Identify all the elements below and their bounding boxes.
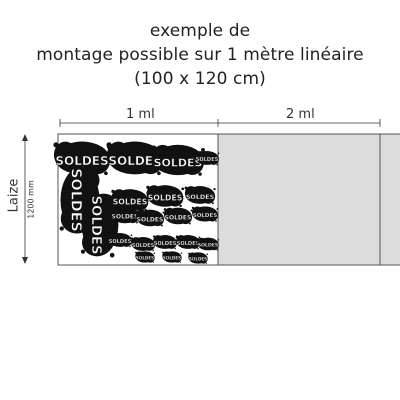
soldes-sticker: SOLDES xyxy=(135,251,156,263)
laize-dimension-arrow xyxy=(22,134,28,264)
ml-2-label: 2 ml xyxy=(286,107,315,122)
sticker-word: SOLDES xyxy=(68,168,84,232)
sticker-word: SOLDES xyxy=(196,157,219,163)
soldes-sticker: SOLDES xyxy=(107,233,133,248)
soldes-sticker: SOLDES xyxy=(184,186,216,205)
soldes-sticker: SOLDES xyxy=(191,206,219,222)
sticker-word: SOLDES xyxy=(112,213,139,220)
soldes-sticker: SOLDES xyxy=(162,251,183,263)
soldes-sticker: SOLDES xyxy=(151,144,205,176)
soldes-sticker: SOLDES xyxy=(194,151,220,166)
soldes-sticker: SOLDES xyxy=(175,235,201,250)
soldes-sticker: SOLDES xyxy=(152,235,178,250)
title-line-3: (100 x 120 cm) xyxy=(134,69,266,89)
sticker-word: SOLDES xyxy=(198,243,218,249)
title-line-2: montage possible sur 1 mètre linéaire xyxy=(36,45,364,65)
sticker-word: SOLDES xyxy=(186,193,215,201)
roll-remainder xyxy=(218,134,400,265)
sticker-word: SOLDES xyxy=(137,216,164,223)
sticker-word: SOLDES xyxy=(132,243,155,249)
sticker-word: SOLDES xyxy=(154,156,203,169)
sticker-word: SOLDES xyxy=(88,195,103,254)
soldes-sticker: SOLDES xyxy=(163,207,193,225)
title-line-1: exemple de xyxy=(149,21,251,41)
sticker-word: SOLDES xyxy=(136,255,154,260)
sticker-word: SOLDES xyxy=(163,255,181,260)
sticker-word: SOLDES xyxy=(148,194,183,203)
soldes-sticker: SOLDES xyxy=(110,206,140,224)
soldes-sticker: SOLDES xyxy=(146,185,185,208)
sticker-word: SOLDES xyxy=(109,239,132,245)
sticker-word: SOLDES xyxy=(113,198,148,207)
ml-1-label: 1 ml xyxy=(126,107,155,122)
sticker-word: SOLDES xyxy=(177,241,200,247)
sticker-word: SOLDES xyxy=(108,154,161,168)
soldes-sticker: SOLDES xyxy=(135,209,165,227)
sticker-word: SOLDES xyxy=(189,256,207,261)
soldes-sticker: SOLDES xyxy=(188,252,209,264)
sticker-word: SOLDES xyxy=(193,213,217,219)
sticker-word: SOLDES xyxy=(165,214,192,221)
soldes-sticker: SOLDES xyxy=(53,141,112,176)
width-dimension-arrow xyxy=(59,119,381,127)
sticker-word: SOLDES xyxy=(154,241,177,247)
soldes-sticker: SOLDES xyxy=(106,141,165,176)
soldes-sticker: SOLDES xyxy=(130,237,156,252)
sticker-word: SOLDES xyxy=(55,154,108,168)
soldes-sticker: SOLDES xyxy=(197,237,220,251)
